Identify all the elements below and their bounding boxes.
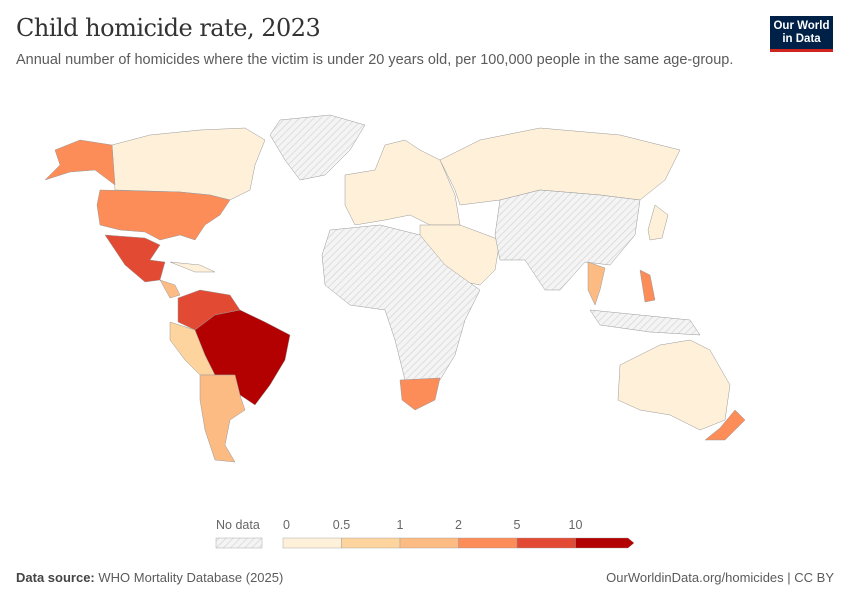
region-indonesia[interactable] <box>589 309 701 336</box>
source-label: Data source: <box>16 570 95 585</box>
region-usa[interactable] <box>96 189 231 241</box>
legend-tick-label: 10 <box>569 518 583 532</box>
legend-no-data-swatch <box>215 537 263 549</box>
region-africa[interactable] <box>321 224 481 381</box>
region-alaska[interactable] <box>44 139 116 186</box>
world-map <box>44 114 746 463</box>
legend-bin-1[interactable] <box>341 537 401 549</box>
legend-no-data-label: No data <box>216 518 260 532</box>
legend-tick-label: 5 <box>514 518 521 532</box>
region-central-america[interactable] <box>159 279 181 299</box>
region-southern-cone[interactable] <box>199 374 246 463</box>
legend-bin-5[interactable] <box>575 537 635 549</box>
region-japan[interactable] <box>647 204 669 241</box>
region-thailand[interactable] <box>587 261 606 306</box>
region-south-africa[interactable] <box>399 377 441 411</box>
region-caribbean[interactable] <box>169 261 216 273</box>
legend-bin-3[interactable] <box>458 537 518 549</box>
legend-tick-label: 0 <box>283 518 290 532</box>
footer-source: Data source: WHO Mortality Database (202… <box>16 570 283 585</box>
legend-bin-0[interactable] <box>282 537 342 549</box>
legend-tick-label: 1 <box>397 518 404 532</box>
footer-link[interactable]: OurWorldinData.org/homicides | CC BY <box>606 570 834 585</box>
region-greenland[interactable] <box>269 114 366 181</box>
chart-title: Child homicide rate, 2023 <box>16 14 321 42</box>
region-australia[interactable] <box>617 339 731 431</box>
region-canada[interactable] <box>111 127 266 201</box>
source-text: WHO Mortality Database (2025) <box>98 570 284 585</box>
owid-logo[interactable]: Our World in Data <box>770 16 833 52</box>
region-mexico[interactable] <box>104 234 166 283</box>
region-philippines[interactable] <box>639 269 656 303</box>
legend-tick-label: 2 <box>455 518 462 532</box>
chart-subtitle: Annual number of homicides where the vic… <box>16 52 734 68</box>
legend-tick-label: 0.5 <box>333 518 350 532</box>
legend-bin-4[interactable] <box>516 537 576 549</box>
region-new-zealand[interactable] <box>704 409 746 441</box>
region-asia[interactable] <box>494 189 641 291</box>
legend-bin-2[interactable] <box>399 537 459 549</box>
region-europe[interactable] <box>344 139 461 226</box>
